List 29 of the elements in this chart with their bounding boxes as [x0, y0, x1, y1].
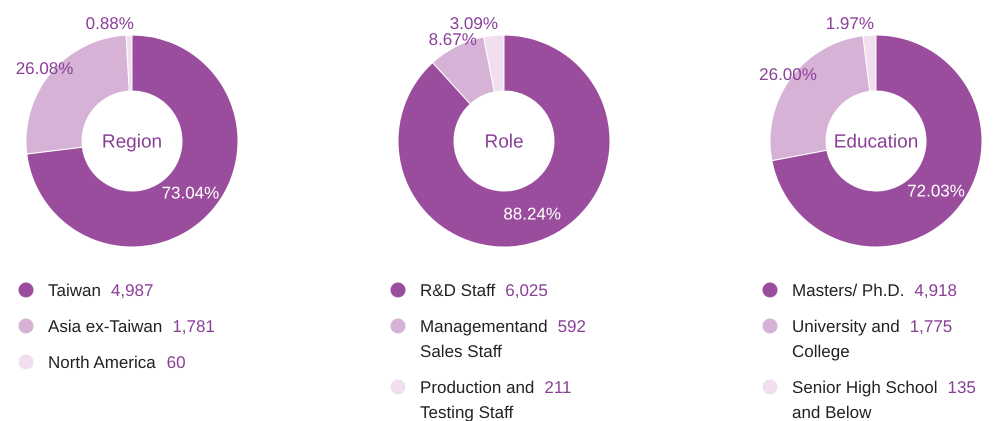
legend-entry: Managementand Sales Staff 592 — [390, 316, 586, 361]
legend-label: Managementand Sales Staff — [420, 316, 548, 361]
legend-entry: Masters/ Ph.D. 4,918 — [762, 280, 957, 300]
data-label: 88.24% — [503, 204, 561, 224]
data-label: 0.88% — [86, 14, 134, 33]
text: Role — [484, 132, 524, 153]
data-label: 3.09% — [450, 14, 498, 33]
legend-label: Taiwan — [48, 280, 101, 300]
data-label: 1.97% — [826, 14, 874, 33]
data-label: 8.67% — [428, 30, 477, 50]
legend-label: North America — [48, 352, 156, 372]
legend-entry: Asia ex-Taiwan 1,781 — [18, 316, 215, 336]
legend-label: Senior High School and Below — [792, 378, 938, 421]
data-label: 26.00% — [759, 64, 817, 84]
legend-label: University and College — [792, 316, 900, 361]
text: Education — [834, 132, 918, 153]
data-label: 73.04% — [162, 184, 220, 203]
data-label: 72.03% — [907, 182, 965, 201]
legend-entry: Senior High School and Below 135 — [762, 378, 976, 421]
legend-entry: University and College 1,775 — [762, 316, 952, 361]
data-label: 26.08% — [16, 58, 74, 78]
legend-label: Asia ex-Taiwan — [48, 316, 162, 336]
legend-entry: North America 60 — [18, 352, 186, 372]
legend-label: R&D Staff — [420, 280, 496, 300]
legend-entry: Taiwan 4,987 — [18, 280, 154, 300]
text: Region — [102, 132, 162, 153]
donut-slice — [398, 34, 610, 248]
legend-entry: R&D Staff 6,025 — [390, 280, 548, 300]
legend-label: Masters/ Ph.D. — [792, 280, 904, 300]
